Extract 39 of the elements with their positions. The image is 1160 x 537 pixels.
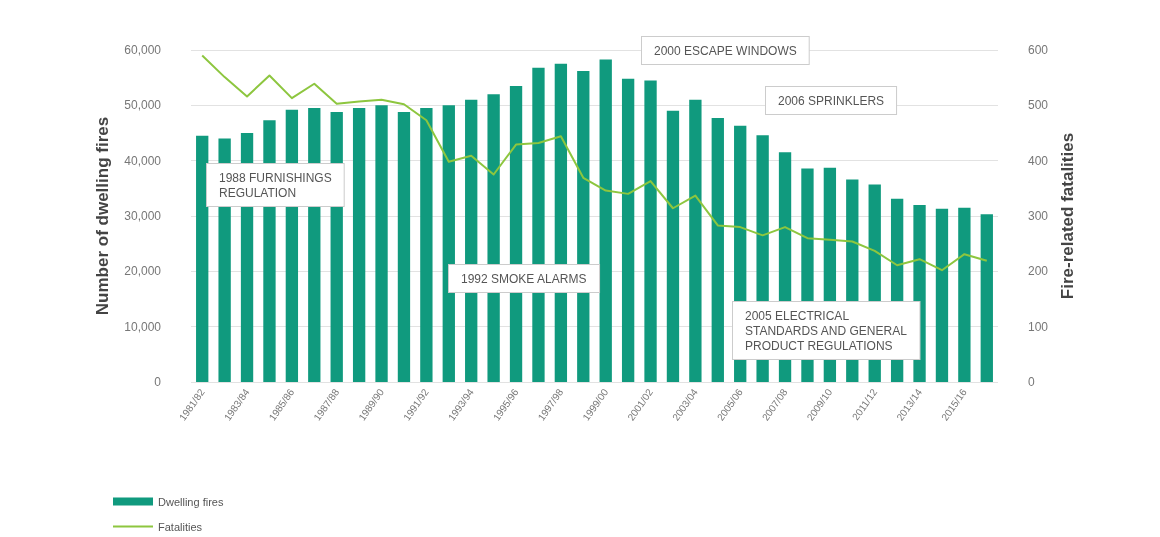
y-tick-label: 10,000 xyxy=(124,319,162,334)
y2-tick-label: 100 xyxy=(1028,319,1049,334)
bar xyxy=(442,105,455,382)
bar xyxy=(420,108,433,382)
bar xyxy=(980,214,993,382)
bar xyxy=(644,80,657,382)
y-tick-label: 20,000 xyxy=(124,264,162,279)
bar xyxy=(711,118,724,382)
y-tick-label: 40,000 xyxy=(124,153,162,168)
annotation: 2005 ELECTRICAL STANDARDS AND GENERAL PRODUCT REGULATIONS xyxy=(745,308,908,353)
annotation: 1992 SMOKE ALARMS xyxy=(461,271,587,286)
bar xyxy=(375,105,388,382)
bar xyxy=(689,99,702,382)
y2-axis-title: Fire-related fatalities xyxy=(1057,132,1077,300)
y2-tick-label: 300 xyxy=(1028,209,1049,223)
y-tick-label: 0 xyxy=(154,375,162,389)
line-series xyxy=(201,54,988,272)
y2-tick-label: 0 xyxy=(1028,375,1035,389)
annotation: 2000 ESCAPE WINDOWS xyxy=(654,43,797,58)
bar xyxy=(196,135,209,382)
y2-tick-label: 600 xyxy=(1028,43,1049,57)
bar xyxy=(397,111,411,382)
bar xyxy=(621,78,635,382)
legend-label: Dwelling fires xyxy=(158,495,224,508)
y2-tick-label: 400 xyxy=(1028,153,1049,168)
annotation: 2006 SPRINKLERS xyxy=(778,93,885,108)
bar xyxy=(666,110,680,382)
y2-tick-label: 500 xyxy=(1028,98,1049,113)
bar xyxy=(352,108,366,382)
y-axis-title: Number of dwelling fires xyxy=(93,116,112,316)
y-tick-label: 30,000 xyxy=(124,209,162,223)
y2-tick-label: 200 xyxy=(1028,264,1049,279)
bar xyxy=(599,59,612,382)
bar xyxy=(935,208,949,382)
bar xyxy=(958,207,971,382)
y-tick-label: 60,000 xyxy=(124,43,162,57)
y-tick-label: 50,000 xyxy=(124,98,162,113)
legend-label: Fatalities xyxy=(158,520,203,533)
annotation: 1988 FURNISHINGS REGULATION xyxy=(219,170,332,200)
